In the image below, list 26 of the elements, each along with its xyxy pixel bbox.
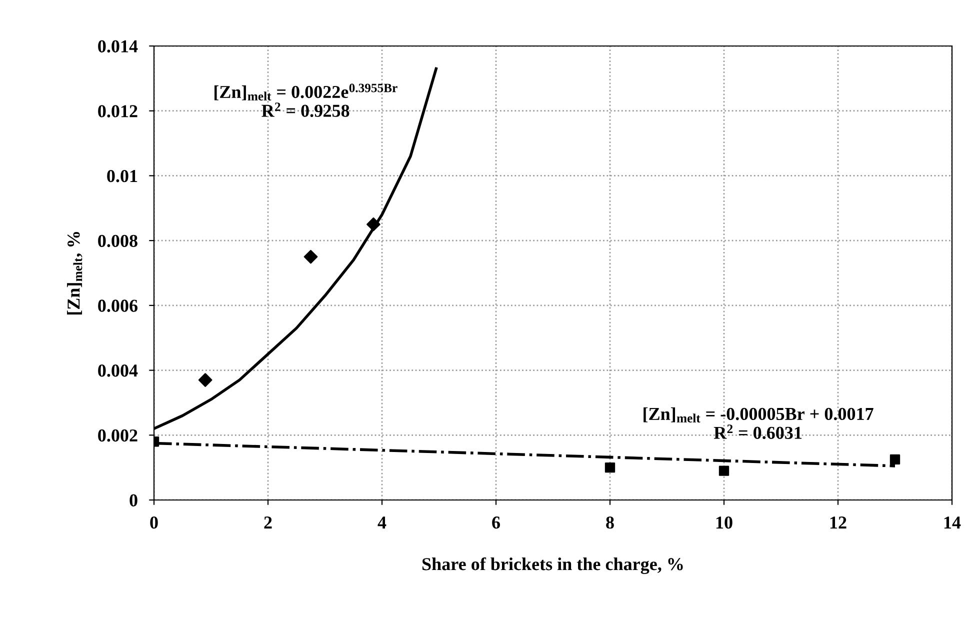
y-tick-label: 0.012 <box>98 105 138 118</box>
text: [Zn]$_{melt}$ = 0.0022e$^{0.3955Br}$ R$^{2}$ = 0.9258 <box>214 84 398 117</box>
annotation: [Zn]$_{melt}$ = -0.00005Br + 0.0017 R$^{2}$ = 0.6031 <box>644 407 874 440</box>
x-tick-label: 2 <box>264 516 272 528</box>
point <box>366 217 380 232</box>
x-tick-label: 14 <box>944 516 961 528</box>
y-tick-label: 0.004 <box>98 364 138 377</box>
y-tick-label: 0.01 <box>107 170 138 182</box>
y-tick-label: 0 <box>130 494 138 506</box>
point <box>198 373 212 387</box>
x-tick-label: 0 <box>150 516 158 529</box>
x-axis-title: Share of brickets in the charge, % <box>422 557 683 574</box>
x-tick-label: 4 <box>378 516 386 528</box>
y-tick-label: 0.006 <box>98 300 138 312</box>
x-tick-label: 12 <box>830 516 846 528</box>
point <box>890 454 900 465</box>
y-tick-label: 0.014 <box>98 40 138 53</box>
point <box>718 466 730 476</box>
point <box>604 462 616 473</box>
y-axis-title: [Zn]$_{melt}$, % <box>67 232 82 315</box>
x-tick-label: 10 <box>716 516 732 529</box>
y-tick-label: 0.002 <box>98 429 138 442</box>
x-tick-label: 6 <box>492 516 500 529</box>
point <box>304 250 318 264</box>
y-tick-label: 0.008 <box>98 234 138 248</box>
x-tick-label: 8 <box>606 516 614 529</box>
